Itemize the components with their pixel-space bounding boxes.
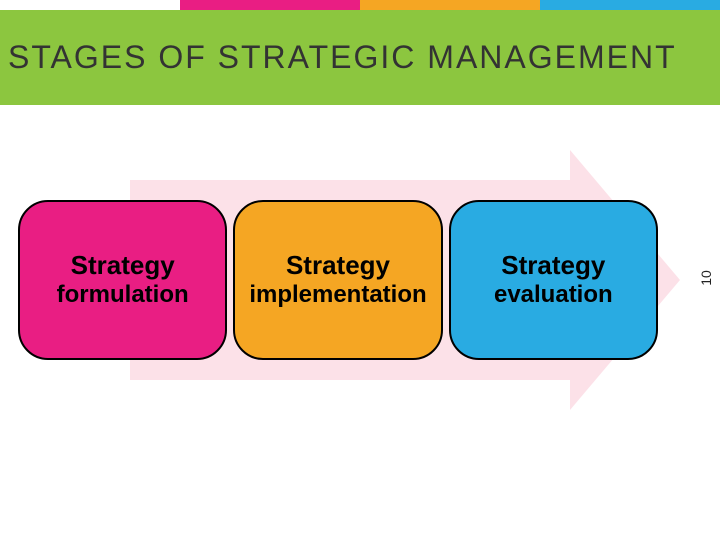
stage-evaluation: Strategy evaluation	[449, 200, 658, 360]
accent-seg-blank	[0, 0, 180, 10]
stage-label-line2: implementation	[249, 281, 426, 310]
stage-label-line1: Strategy	[286, 250, 390, 281]
stage-label-line1: Strategy	[71, 250, 175, 281]
page-title: STAGES OF STRATEGIC MANAGEMENT	[8, 39, 677, 76]
accent-seg-pink	[180, 0, 360, 10]
stage-label-line1: Strategy	[501, 250, 605, 281]
title-band: STAGES OF STRATEGIC MANAGEMENT	[0, 10, 720, 105]
stage-label-line2: evaluation	[494, 281, 613, 310]
top-accent-bar	[0, 0, 720, 10]
stages-row: Strategy formulation Strategy implementa…	[18, 200, 658, 360]
stage-implementation: Strategy implementation	[233, 200, 442, 360]
page-number: 10	[698, 270, 714, 286]
accent-seg-cyan	[540, 0, 720, 10]
stage-formulation: Strategy formulation	[18, 200, 227, 360]
stage-label-line2: formulation	[57, 281, 189, 310]
accent-seg-orange	[360, 0, 540, 10]
